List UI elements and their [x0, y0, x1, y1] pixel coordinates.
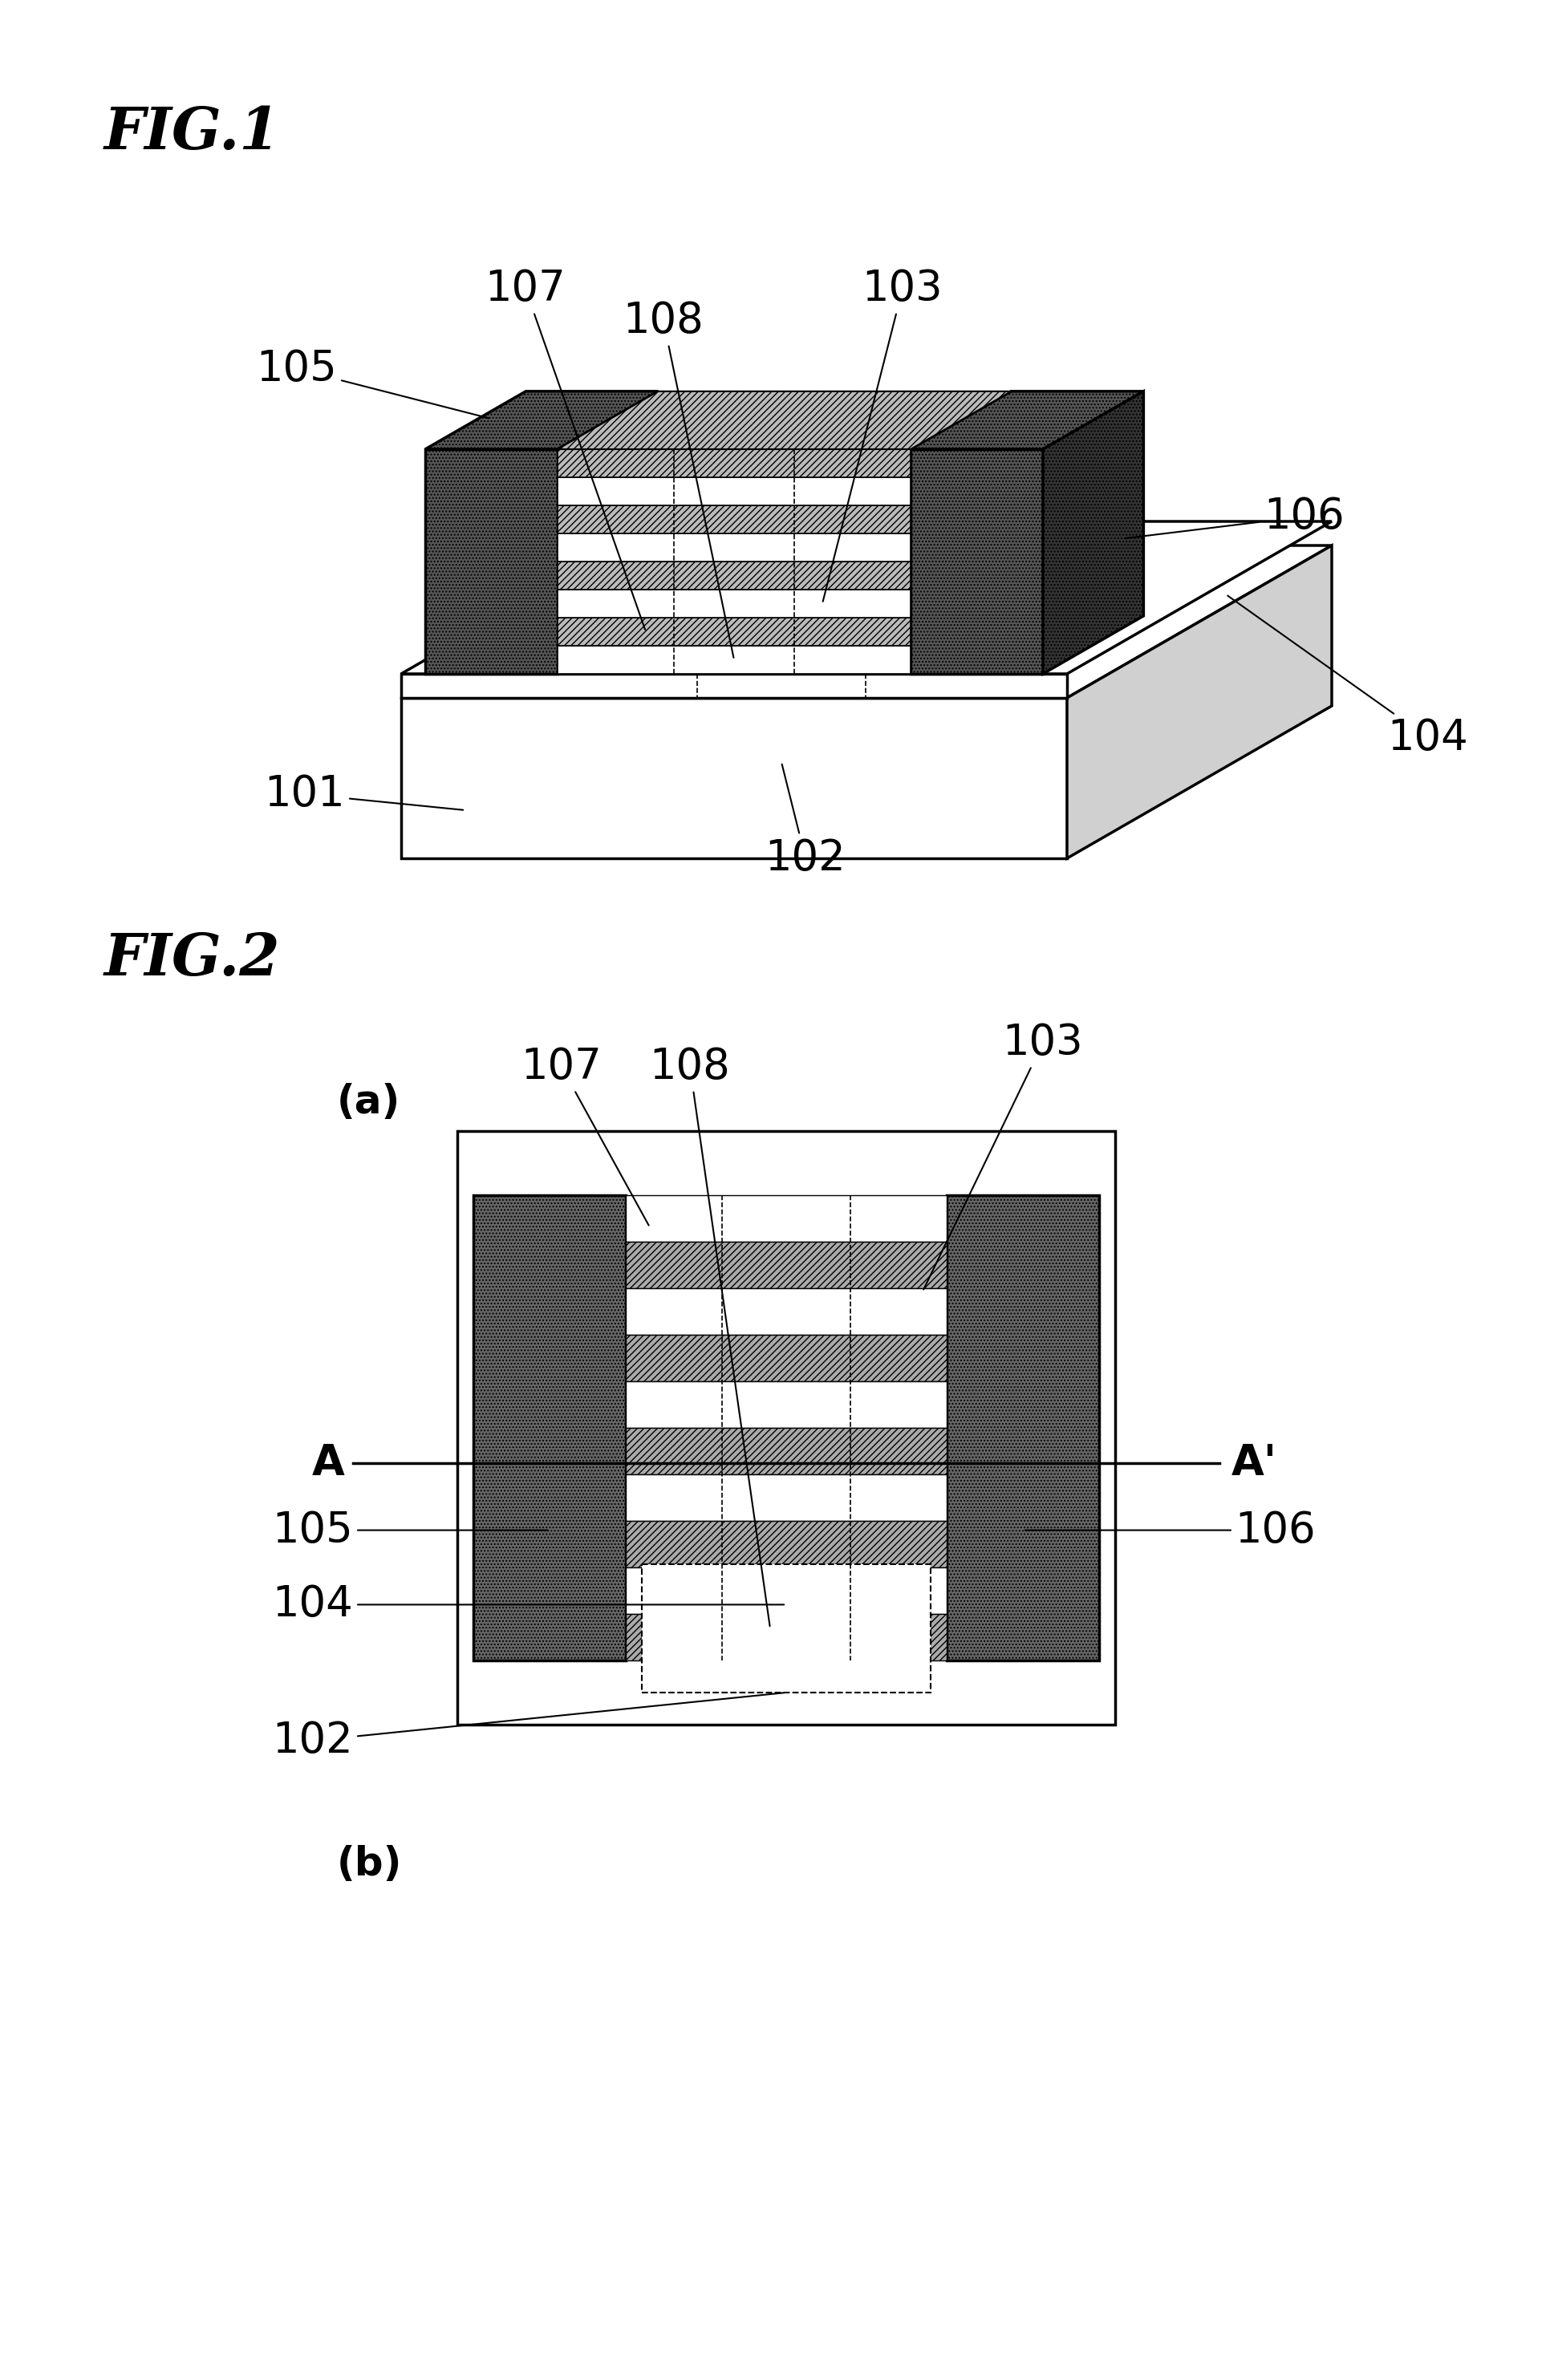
Bar — [626, 1335, 947, 1380]
Text: A': A' — [1231, 1442, 1278, 1485]
Text: 104: 104 — [1228, 595, 1469, 759]
Text: A: A — [312, 1442, 344, 1485]
Bar — [642, 1564, 930, 1692]
Text: 104: 104 — [273, 1583, 784, 1626]
Text: 108: 108 — [623, 300, 734, 657]
Polygon shape — [558, 619, 910, 645]
Polygon shape — [558, 505, 910, 533]
Polygon shape — [665, 597, 897, 614]
Bar — [626, 1521, 947, 1568]
Polygon shape — [1042, 390, 1144, 674]
Polygon shape — [910, 450, 1042, 674]
Text: 103: 103 — [924, 1021, 1083, 1290]
Text: FIG.1: FIG.1 — [104, 105, 280, 162]
Bar — [947, 1195, 1098, 1661]
Text: 102: 102 — [765, 764, 846, 878]
Text: 105: 105 — [257, 347, 489, 419]
Text: 108: 108 — [650, 1047, 770, 1626]
Polygon shape — [558, 533, 910, 562]
Bar — [626, 1473, 947, 1521]
Text: 105: 105 — [273, 1509, 547, 1552]
Polygon shape — [425, 390, 657, 450]
Text: 101: 101 — [265, 774, 463, 814]
Bar — [626, 1242, 947, 1288]
Text: 107: 107 — [485, 269, 645, 631]
Bar — [458, 1130, 1116, 1726]
Polygon shape — [558, 478, 910, 505]
Polygon shape — [400, 674, 1067, 697]
Bar — [626, 1428, 947, 1473]
Bar — [474, 1195, 626, 1661]
Text: FIG.2: FIG.2 — [104, 931, 280, 988]
Polygon shape — [558, 450, 910, 478]
Polygon shape — [558, 562, 910, 590]
Polygon shape — [558, 590, 910, 619]
Text: 103: 103 — [823, 269, 943, 602]
Polygon shape — [400, 697, 1067, 859]
Text: 106: 106 — [1025, 1509, 1317, 1552]
Bar — [626, 1195, 947, 1242]
Bar — [626, 1288, 947, 1335]
Text: (b): (b) — [337, 1845, 402, 1883]
Text: (a): (a) — [337, 1083, 400, 1121]
Polygon shape — [425, 450, 558, 674]
Polygon shape — [400, 545, 1332, 697]
Text: 107: 107 — [522, 1047, 648, 1226]
Polygon shape — [400, 521, 1332, 674]
Polygon shape — [558, 390, 1011, 450]
Polygon shape — [558, 645, 910, 674]
Text: 102: 102 — [273, 1692, 784, 1761]
Polygon shape — [1067, 545, 1332, 859]
Text: 106: 106 — [1125, 495, 1345, 538]
Bar — [626, 1614, 947, 1661]
Polygon shape — [910, 390, 1144, 450]
Bar — [626, 1568, 947, 1614]
Bar — [626, 1380, 947, 1428]
